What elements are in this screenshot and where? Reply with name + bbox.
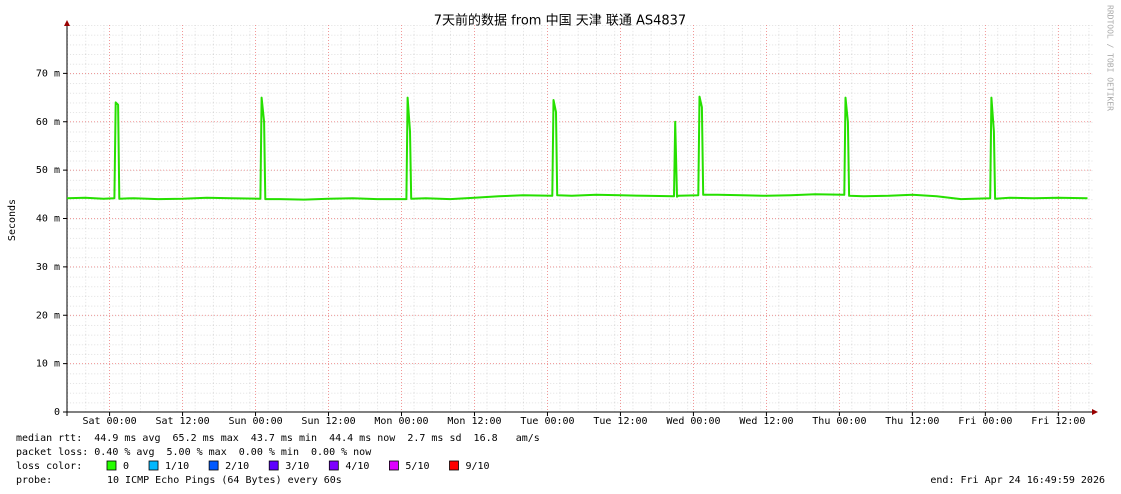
legend-swatch (208, 460, 219, 471)
probe: 10 ICMP Echo Pings (64 Bytes) every 60s (107, 475, 342, 486)
x-tick-label: Fri 00:00 (958, 416, 1012, 427)
legend-swatch (449, 460, 459, 471)
y-tick-label: 40 m (36, 214, 60, 225)
stats-line: packet loss: 0.40 % avg 5.00 % max 0.00 … (16, 447, 372, 458)
x-tick-label: Tue 00:00 (520, 416, 574, 427)
x-tick-label: Mon 12:00 (447, 416, 501, 427)
x-tick-label: Mon 00:00 (374, 416, 428, 427)
y-tick-label: 10 m (36, 359, 60, 370)
y-tick-label: 50 m (36, 165, 60, 176)
y-axis-label: Seconds (7, 199, 18, 241)
x-tick-label: Thu 00:00 (812, 416, 866, 427)
x-tick-label: Wed 12:00 (739, 416, 793, 427)
x-tick-label: Thu 12:00 (885, 416, 939, 427)
y-tick-label: 0 (54, 407, 60, 418)
legend-swatch (106, 460, 117, 471)
legend-label: 1/10 (165, 461, 189, 472)
legend-swatch (268, 460, 279, 471)
x-tick-label: Fri 12:00 (1031, 416, 1085, 427)
x-tick-label: Tue 12:00 (593, 416, 647, 427)
y-tick-label: 70 m (36, 68, 60, 79)
y-arrow (64, 20, 70, 26)
legend-label: 2/10 (225, 461, 249, 472)
stats-line: median rtt: 44.9 ms avg 65.2 ms max 43.7… (16, 433, 540, 444)
legend-label: 4/10 (345, 461, 369, 472)
y-tick-label: 30 m (36, 262, 60, 273)
median-line (66, 95, 1088, 201)
legend-swatch (148, 460, 159, 471)
x-tick-label: Sat 12:00 (155, 416, 209, 427)
legend-label: 3/10 (285, 461, 309, 472)
x-tick-label: Sun 00:00 (228, 416, 282, 427)
legend-swatch (328, 460, 339, 471)
legend-title: loss color: (16, 461, 82, 472)
y-tick-label: 60 m (36, 117, 60, 128)
x-tick-label: Wed 00:00 (666, 416, 720, 427)
legend-label: 9/10 (466, 461, 490, 472)
y-tick-label: 20 m (36, 310, 60, 321)
legend-label: 0 (123, 461, 129, 472)
end-time: end: Fri Apr 24 16:49:59 2026 (930, 475, 1105, 486)
x-arrow (1092, 409, 1098, 415)
side-note: RRDTOOL / TOBI OETIKER (1106, 5, 1115, 111)
x-tick-label: Sat 00:00 (82, 416, 136, 427)
legend-swatch (389, 460, 399, 471)
probe-label: probe: (16, 475, 52, 486)
chart-title: 7天前的数据 from 中国 天津 联通 AS4837 (434, 13, 686, 29)
x-tick-label: Sun 12:00 (301, 416, 355, 427)
legend-label: 5/10 (405, 461, 429, 472)
